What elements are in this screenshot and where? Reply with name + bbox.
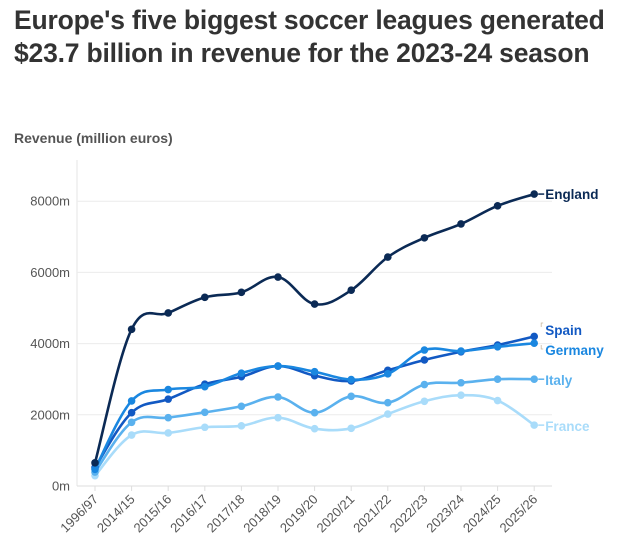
x-axis-ticks: 1996/972014/152015/162016/172017/182018/… bbox=[57, 486, 540, 535]
data-point[interactable] bbox=[164, 309, 172, 317]
gridlines bbox=[76, 160, 552, 487]
series-france bbox=[91, 391, 538, 480]
data-point[interactable] bbox=[164, 395, 172, 403]
data-point[interactable] bbox=[530, 375, 538, 384]
data-point[interactable] bbox=[493, 202, 502, 210]
series-spain bbox=[91, 332, 538, 472]
data-point[interactable] bbox=[457, 391, 465, 400]
series-label-england: England bbox=[545, 187, 598, 202]
data-point[interactable] bbox=[201, 293, 209, 302]
data-point[interactable] bbox=[274, 362, 282, 370]
data-point[interactable] bbox=[493, 343, 502, 351]
x-tick-label: 2024/25 bbox=[460, 492, 504, 536]
label-bracket bbox=[540, 345, 544, 350]
x-tick-label: 2020/21 bbox=[313, 492, 357, 536]
data-point[interactable] bbox=[201, 423, 209, 432]
series-line bbox=[93, 192, 536, 465]
data-point[interactable] bbox=[457, 378, 465, 387]
data-point[interactable] bbox=[457, 347, 465, 355]
x-tick-label: 2016/17 bbox=[167, 492, 211, 536]
data-point[interactable] bbox=[530, 421, 538, 429]
x-tick-label: 2021/22 bbox=[350, 492, 394, 536]
data-point[interactable] bbox=[127, 418, 136, 427]
data-point[interactable] bbox=[237, 369, 246, 377]
data-point[interactable] bbox=[420, 397, 429, 406]
series-label-germany: Germany bbox=[545, 343, 604, 358]
series-line bbox=[93, 341, 536, 471]
data-point[interactable] bbox=[420, 380, 429, 389]
label-bracket bbox=[540, 322, 544, 327]
series-label-spain: Spain bbox=[545, 323, 582, 338]
data-point[interactable] bbox=[384, 253, 392, 261]
x-tick-label: 2014/15 bbox=[94, 492, 138, 536]
data-point[interactable] bbox=[274, 393, 282, 401]
data-point[interactable] bbox=[201, 382, 209, 391]
data-point[interactable] bbox=[347, 286, 356, 295]
x-tick-label: 2023/24 bbox=[423, 492, 467, 536]
y-tick-label: 8000m bbox=[30, 194, 70, 209]
series-england bbox=[91, 190, 538, 467]
data-point[interactable] bbox=[457, 220, 465, 228]
data-point[interactable] bbox=[530, 190, 538, 198]
series-label-italy: Italy bbox=[545, 373, 573, 388]
data-point[interactable] bbox=[347, 392, 356, 401]
data-point[interactable] bbox=[310, 408, 319, 417]
data-point[interactable] bbox=[164, 413, 172, 422]
data-point[interactable] bbox=[274, 273, 282, 281]
series-line bbox=[93, 335, 536, 469]
data-point[interactable] bbox=[384, 370, 392, 378]
data-point[interactable] bbox=[164, 429, 172, 437]
data-point[interactable] bbox=[384, 398, 392, 407]
data-point[interactable] bbox=[310, 300, 319, 308]
data-point[interactable] bbox=[530, 339, 538, 348]
x-tick-label: 2015/16 bbox=[130, 492, 174, 536]
data-point[interactable] bbox=[127, 325, 136, 334]
x-tick-label: 2025/26 bbox=[496, 492, 540, 536]
data-point[interactable] bbox=[127, 408, 136, 417]
data-point[interactable] bbox=[91, 459, 99, 467]
x-tick-label: 2018/19 bbox=[240, 492, 284, 536]
data-point[interactable] bbox=[310, 424, 319, 433]
data-point[interactable] bbox=[420, 356, 429, 364]
y-tick-label: 0m bbox=[52, 479, 70, 494]
data-point[interactable] bbox=[420, 346, 429, 354]
data-point[interactable] bbox=[91, 465, 99, 474]
data-point[interactable] bbox=[493, 375, 502, 384]
y-axis-label: Revenue (million euros) bbox=[14, 130, 173, 146]
data-point[interactable] bbox=[310, 367, 319, 376]
data-point[interactable] bbox=[274, 413, 282, 422]
data-point[interactable] bbox=[237, 422, 246, 430]
data-point[interactable] bbox=[530, 332, 538, 341]
x-tick-label: 2022/23 bbox=[387, 492, 431, 536]
data-point[interactable] bbox=[237, 288, 246, 297]
x-tick-label: 2017/18 bbox=[204, 492, 248, 536]
data-point[interactable] bbox=[164, 385, 172, 394]
data-point[interactable] bbox=[347, 375, 356, 384]
data-point[interactable] bbox=[420, 234, 429, 242]
data-point[interactable] bbox=[384, 410, 392, 418]
x-tick-label: 1996/97 bbox=[57, 492, 101, 536]
series-label-france: France bbox=[545, 419, 590, 434]
series-italy bbox=[91, 375, 538, 476]
data-point[interactable] bbox=[347, 424, 356, 433]
x-tick-label: 2019/20 bbox=[277, 492, 321, 536]
y-tick-label: 6000m bbox=[30, 265, 70, 280]
data-point[interactable] bbox=[127, 397, 136, 405]
y-axis-ticks: 0m 2000m 4000m 6000m 8000m bbox=[30, 194, 70, 494]
data-point[interactable] bbox=[493, 396, 502, 405]
chart-title: Europe's five biggest soccer leagues gen… bbox=[14, 5, 605, 68]
series-line bbox=[93, 393, 536, 477]
y-tick-label: 2000m bbox=[30, 407, 70, 422]
data-point[interactable] bbox=[201, 408, 209, 417]
y-tick-label: 4000m bbox=[30, 336, 70, 351]
series-germany bbox=[91, 339, 538, 474]
series-labels: England Spain Germany Italy France bbox=[538, 187, 604, 434]
data-point[interactable] bbox=[237, 402, 246, 411]
series-lines bbox=[91, 190, 538, 480]
data-point[interactable] bbox=[127, 431, 136, 439]
